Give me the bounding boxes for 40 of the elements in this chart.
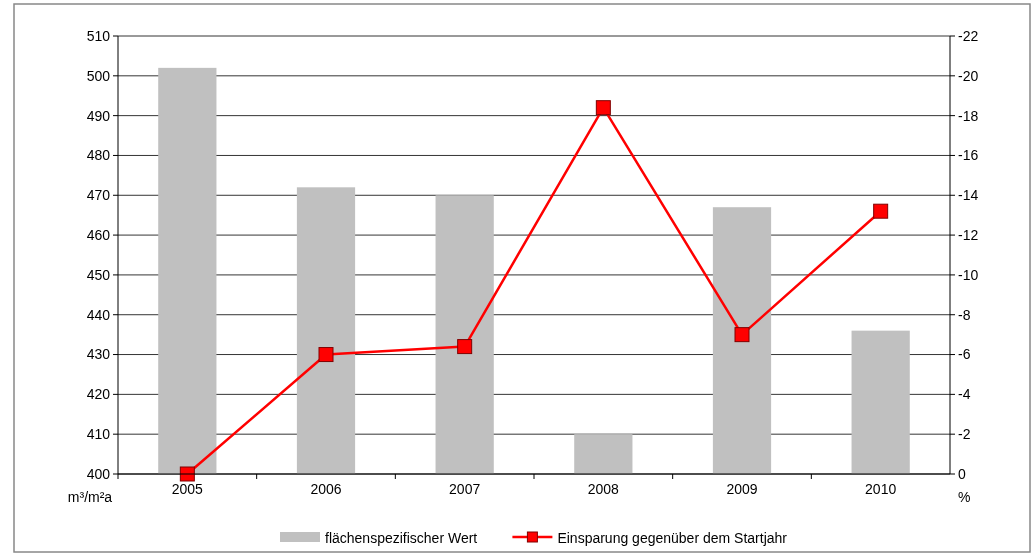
point: [318, 347, 334, 363]
y-axis-title: m³/m²a: [67, 489, 113, 505]
y2-tick-label: -10: [958, 266, 979, 283]
y-tick-label: 510: [86, 27, 111, 44]
point: [179, 466, 195, 482]
x-tick-label: 2009: [726, 481, 758, 497]
legend-label: flächenspezifischer Wert: [325, 529, 478, 546]
y-tick-label: 490: [86, 107, 111, 124]
x-tick-label: 2005: [171, 481, 204, 497]
point: [595, 100, 611, 116]
y-tick-label: 420: [86, 386, 111, 403]
point: [873, 203, 889, 219]
y-tick-label: 430: [86, 346, 111, 363]
y2-tick-label: -4: [958, 386, 971, 403]
y2-tick-label: 0: [958, 465, 966, 482]
y-tick-label: 460: [86, 226, 111, 243]
x-tick-label: 2008: [587, 481, 620, 497]
x-tick-label: 2007: [449, 481, 481, 497]
y2-axis-title: %: [958, 489, 971, 505]
point: [457, 339, 473, 355]
x-tick-label: 2006: [310, 481, 342, 497]
point: [734, 327, 750, 343]
y-tick-label: 500: [86, 67, 111, 84]
x-tick-label: 2010: [865, 481, 897, 497]
y2-tick-label: -18: [958, 107, 979, 124]
y-tick-label: 480: [86, 147, 111, 164]
y2-tick-label: -14: [958, 187, 979, 204]
y2-tick-label: -12: [958, 226, 979, 243]
y-tick-label: 400: [86, 465, 111, 482]
y2-tick-label: -22: [958, 27, 979, 44]
y-tick-label: 440: [86, 306, 111, 323]
y2-tick-label: -20: [958, 67, 979, 84]
y2-tick-label: -6: [958, 346, 971, 363]
y2-tick-label: -2: [958, 426, 971, 443]
legend-label: Einsparung gegenüber dem Startjahr: [557, 529, 788, 546]
y2-tick-label: -16: [958, 147, 979, 164]
y-tick-label: 470: [86, 187, 111, 204]
y-tick-label: 450: [86, 266, 111, 283]
y-tick-label: 410: [86, 426, 111, 443]
y2-tick-label: -8: [958, 306, 971, 323]
